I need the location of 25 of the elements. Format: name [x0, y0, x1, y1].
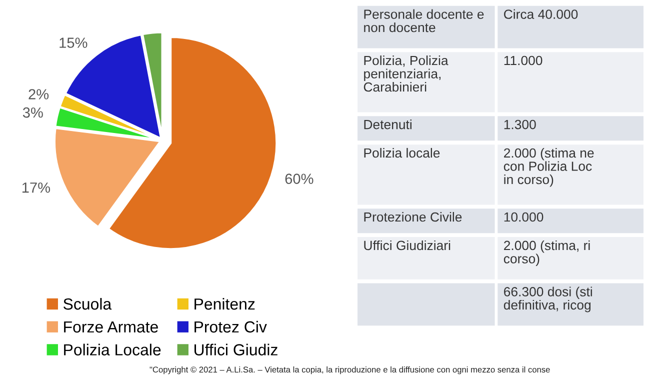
legend-label: Penitenz: [194, 298, 255, 310]
data-label: 17%: [22, 182, 50, 193]
legend-label: Protez Civ: [194, 320, 267, 333]
text: 10.000: [504, 212, 544, 222]
data-label: 60%: [285, 174, 314, 184]
data-label: 15%: [60, 38, 88, 48]
legend-label: Forze Armate: [64, 321, 158, 333]
category-label: Polizia locale: [364, 148, 440, 158]
category-label: Protezione Civile: [364, 212, 462, 222]
text: "Copyright © 2021 – A.Li.Sa. – Vietata la copia, la riproduzione e la diffusione con ogni mezzo senza il conse: [150, 366, 550, 374]
text: 1.300: [504, 120, 536, 130]
legend-label: Scuola: [64, 298, 112, 310]
text: 2.000 (stima, ri corso): [504, 240, 590, 266]
text: Circa 40.000: [504, 9, 578, 19]
text: 11.000: [504, 56, 542, 66]
legend-label: Uffici Giudiz: [194, 344, 278, 356]
data-label: 3%: [22, 107, 43, 118]
category-label: Detenuti: [364, 120, 412, 130]
category-label: Uffici Giudiziari: [364, 240, 450, 250]
text: 2.000 (stima ne con Polizia Loc in corso): [504, 148, 594, 187]
category-label: Polizia, Polizia penitenziaria, Carabinieri: [364, 55, 448, 92]
category-label: Personale docente e non docente: [364, 9, 484, 32]
data-label: 2%: [28, 89, 49, 100]
text: 66.300 dosi (sti definitiva, ricog: [504, 286, 592, 312]
legend-label: Polizia Locale: [64, 344, 161, 356]
